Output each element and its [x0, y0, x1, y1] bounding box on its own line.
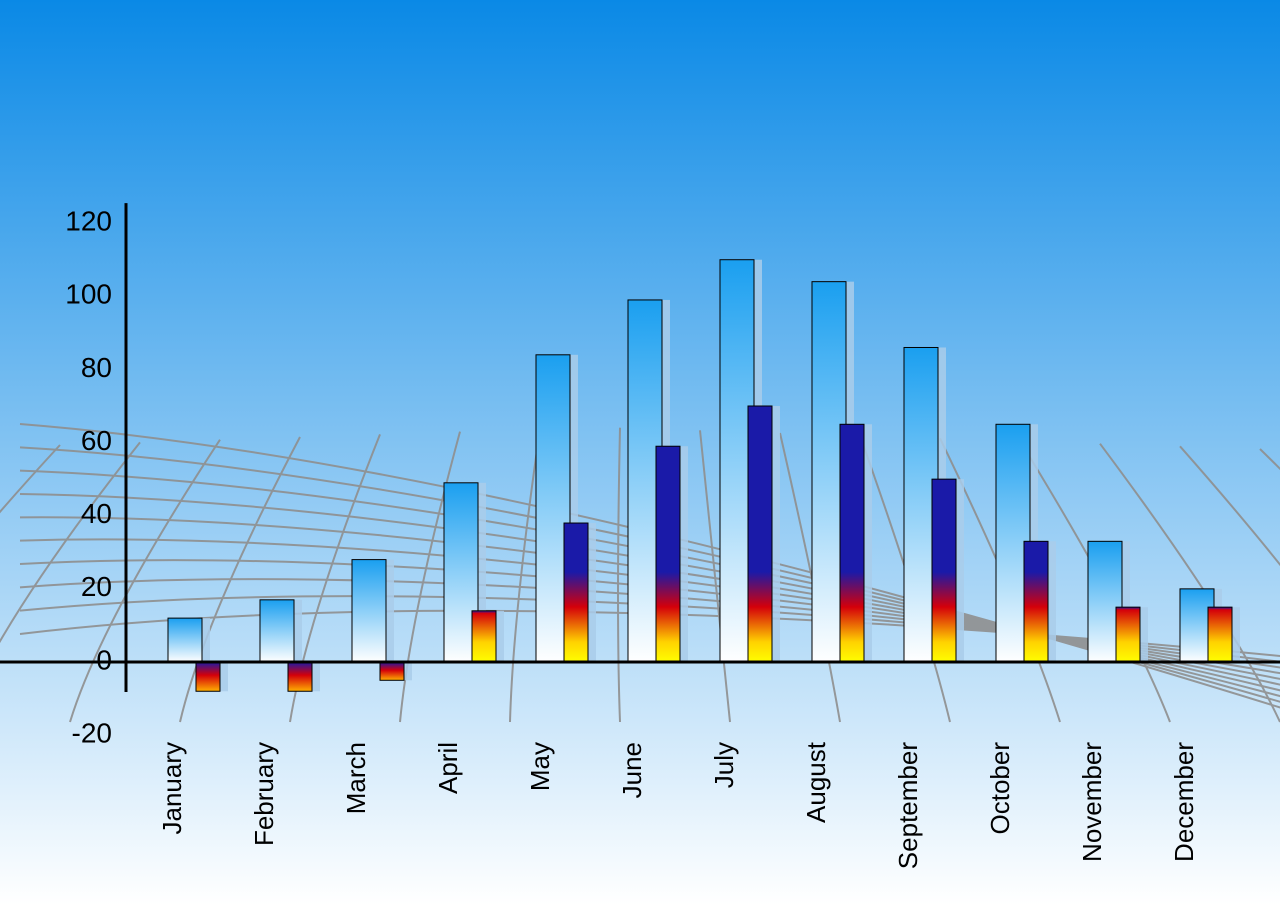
y-tick-label: 60 [81, 425, 112, 456]
y-tick-label: 80 [81, 352, 112, 383]
bar-series-a [352, 560, 386, 662]
bar-series-b [748, 406, 772, 662]
month-label: November [1077, 742, 1107, 862]
month-label: January [157, 742, 187, 835]
month-label: July [709, 742, 739, 788]
bar-series-b [380, 662, 404, 680]
month-label: September [893, 742, 923, 870]
y-tick-label: 120 [65, 206, 112, 237]
month-label: August [801, 741, 831, 823]
bar-series-b [196, 662, 220, 691]
bar-series-b [1116, 607, 1140, 662]
bar-series-b [1208, 607, 1232, 662]
y-tick-label: 20 [81, 571, 112, 602]
month-label: December [1169, 742, 1199, 862]
bar-series-b [932, 479, 956, 662]
monthly-bar-chart: -20 0 20 40 60 80 100 120 January February March A… [0, 0, 1280, 905]
y-tick-label: 0 [96, 644, 112, 675]
bar-series-b [472, 611, 496, 662]
month-label: February [249, 742, 279, 846]
month-label: June [617, 742, 647, 798]
bar-series-a [260, 600, 294, 662]
month-label: May [525, 742, 555, 791]
bar-series-b [840, 424, 864, 662]
month-label: March [341, 742, 371, 814]
bar-series-b [288, 662, 312, 691]
bar-series-b [656, 446, 680, 662]
bar-series-b [1024, 541, 1048, 662]
y-tick-label: 40 [81, 498, 112, 529]
y-tick-label: 100 [65, 279, 112, 310]
y-tick-label: -20 [72, 718, 112, 749]
month-label: April [433, 742, 463, 794]
month-label: October [985, 742, 1015, 835]
bar-series-a [168, 618, 202, 662]
chart-container: -20 0 20 40 60 80 100 120 January February March A… [0, 0, 1280, 905]
bar-series-b [564, 523, 588, 662]
